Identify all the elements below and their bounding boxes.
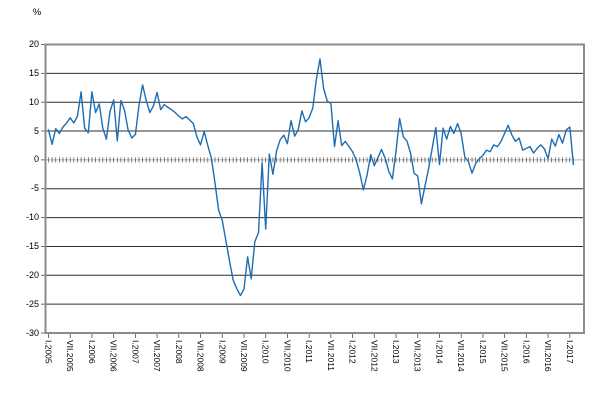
x-axis-tick-label: I.2016 [521,340,532,364]
x-axis-tick-label: VII.2014 [456,340,467,372]
x-axis-tick-label: VII.2016 [543,340,554,372]
y-axis-tick-label: -15 [25,240,39,251]
x-axis-tick-label: I.2007 [130,340,141,364]
y-axis-tick-label: 20 [28,39,39,49]
x-axis-tick-label: I.2010 [260,340,271,364]
x-axis-tick-label: VII.2012 [369,340,380,372]
data-series-line [47,58,575,297]
y-axis-tick-label: -10 [25,212,39,223]
x-axis-tick-label: I.2013 [391,340,402,364]
y-axis-tick-label: -30 [25,327,39,338]
y-axis-tick-label: 15 [28,67,39,78]
x-axis-tick-label: I.2014 [434,340,445,364]
x-axis-tick-label: VII.2015 [499,340,510,372]
x-axis-tick-label: VII.2006 [108,340,119,372]
x-axis-tick-label: VII.2008 [195,340,206,372]
x-axis-tick-label: I.2009 [217,340,228,364]
x-axis-tick-label: I.2011 [304,340,315,364]
y-axis-unit-label: % [32,7,42,18]
x-axis-tick-label: I.2017 [564,340,575,364]
y-axis-tick-label: -5 [30,183,39,194]
y-axis-tick-label: 5 [33,125,39,136]
y-axis-tick-label: -20 [25,269,39,280]
y-axis-tick-label: -25 [25,298,39,309]
x-axis-tick-label: VII.2013 [412,340,423,372]
y-axis-tick-label: 0 [33,154,39,165]
x-axis-tick-label: VII.2007 [152,340,163,372]
plot-border [44,43,585,334]
x-axis-tick-label: I.2015 [477,340,488,364]
x-axis-tick-label: VII.2010 [282,340,293,372]
x-axis-tick-label: I.2012 [347,340,358,364]
x-axis-tick-label: VII.2005 [65,340,76,372]
y-axis-tick-label: 10 [28,96,39,107]
x-axis-tick-label: I.2008 [173,340,184,364]
x-axis-tick-label: I.2006 [86,340,97,364]
x-axis-tick-label: I.2005 [43,340,54,364]
x-axis-tick-label: VII.2011 [325,340,336,372]
x-axis-tick-label: VII.2009 [238,340,249,372]
